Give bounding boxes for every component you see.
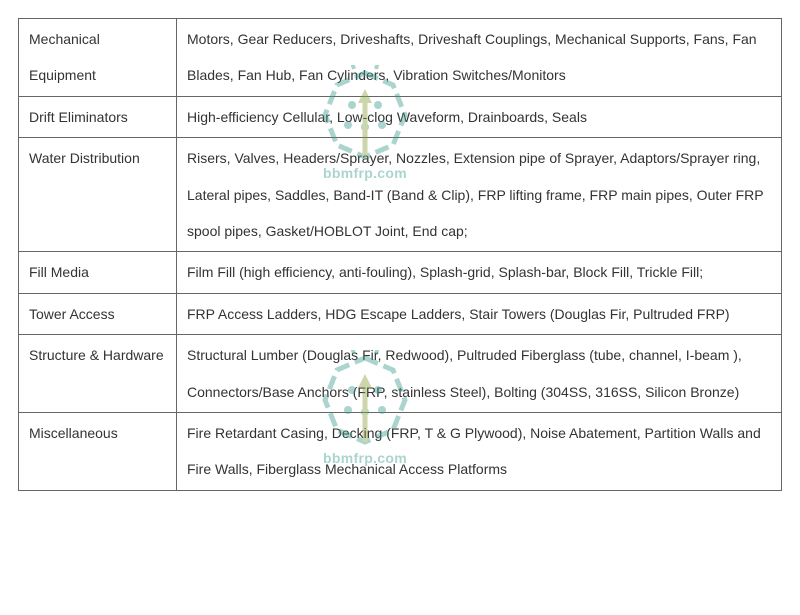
row-value: FRP Access Ladders, HDG Escape Ladders, …: [177, 294, 781, 334]
table-row: Water Distribution Risers, Valves, Heade…: [19, 138, 782, 252]
table-row: Structure & Hardware Structural Lumber (…: [19, 335, 782, 413]
table-row: Miscellaneous Fire Retardant Casing, Dec…: [19, 412, 782, 490]
row-label: Tower Access: [19, 294, 176, 334]
row-value: Film Fill (high efficiency, anti-fouling…: [177, 252, 781, 292]
row-value: High-efficiency Cellular, Low-clog Wavef…: [177, 97, 781, 137]
table-row: Mechanical Equipment Motors, Gear Reduce…: [19, 19, 782, 97]
row-value: Risers, Valves, Headers/Sprayer, Nozzles…: [177, 138, 781, 251]
table-row: Fill Media Film Fill (high efficiency, a…: [19, 252, 782, 293]
row-label: Fill Media: [19, 252, 176, 292]
row-label: Structure & Hardware: [19, 335, 176, 375]
table-row: Drift Eliminators High-efficiency Cellul…: [19, 96, 782, 137]
spec-table: Mechanical Equipment Motors, Gear Reduce…: [18, 18, 782, 491]
row-label: Miscellaneous: [19, 413, 176, 453]
row-label: Water Distribution: [19, 138, 176, 178]
row-label: Drift Eliminators: [19, 97, 176, 137]
row-value: Motors, Gear Reducers, Driveshafts, Driv…: [177, 19, 781, 96]
table-row: Tower Access FRP Access Ladders, HDG Esc…: [19, 293, 782, 334]
row-value: Structural Lumber (Douglas Fir, Redwood)…: [177, 335, 781, 412]
row-label: Mechanical Equipment: [19, 19, 176, 96]
row-value: Fire Retardant Casing, Decking (FRP, T &…: [177, 413, 781, 490]
